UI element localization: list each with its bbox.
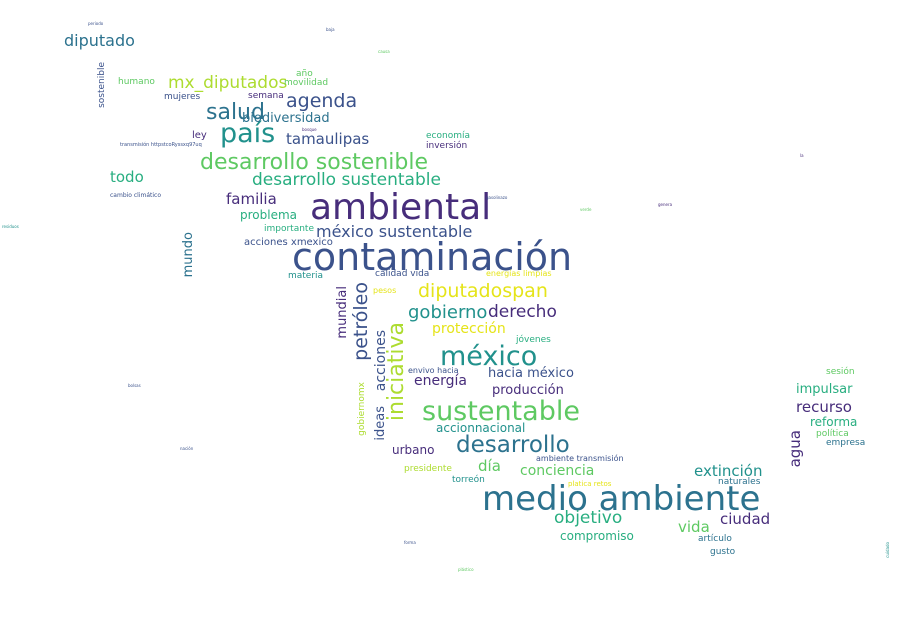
- word: cambio climático: [110, 192, 162, 199]
- word: ambiente transmisión: [536, 454, 624, 463]
- word: año: [296, 69, 313, 79]
- word: importante: [264, 224, 315, 234]
- word: ideas: [373, 406, 388, 441]
- word: protección: [432, 321, 506, 337]
- word: forma: [404, 540, 416, 545]
- word: causa: [378, 49, 390, 54]
- word: presidente: [404, 464, 452, 474]
- word: ley: [192, 130, 207, 141]
- word: bolsas: [128, 383, 141, 388]
- word: transmisión httpstcoRyssxq97uq: [120, 142, 202, 148]
- word: recurso: [796, 398, 852, 416]
- word: hacia méxico: [488, 366, 574, 381]
- word: objetivo: [554, 508, 623, 528]
- word: acciones: [373, 330, 389, 392]
- word: tamaulipas: [286, 130, 370, 148]
- word: naturales: [718, 477, 761, 487]
- word: semana: [248, 91, 284, 101]
- word: todo: [110, 168, 144, 186]
- word: agua: [786, 430, 804, 468]
- word: artículo: [698, 534, 732, 544]
- word: desarrollo sustentable: [252, 170, 441, 190]
- word: accionnacional: [436, 421, 526, 435]
- word: familia: [226, 190, 277, 208]
- word: acciones xmexico: [244, 237, 333, 248]
- word: ambiental: [310, 187, 492, 228]
- word: gobiernomx: [357, 382, 367, 436]
- word: méxico sustentable: [316, 222, 473, 241]
- word: baja: [326, 27, 335, 32]
- word: día: [478, 457, 501, 475]
- word: compromiso: [560, 529, 634, 543]
- word: sesión: [826, 367, 855, 377]
- word: medio ambiente: [482, 479, 761, 519]
- word: diputadospan: [418, 280, 548, 302]
- word: vida: [678, 518, 710, 536]
- word: gobierno: [408, 302, 488, 323]
- word: extinción: [694, 462, 763, 480]
- word: genera: [658, 202, 673, 207]
- word: país: [220, 118, 276, 149]
- word: conciencia: [520, 463, 595, 479]
- word: agenda: [286, 90, 358, 112]
- word: residuos: [2, 224, 19, 229]
- word: reforma: [810, 415, 858, 429]
- word: derecho: [488, 302, 557, 322]
- word: biodiversidad: [242, 111, 330, 126]
- word: bosque: [302, 127, 317, 132]
- word: mundial: [335, 286, 350, 339]
- word: la: [800, 153, 804, 158]
- word: energías limpias: [486, 269, 552, 278]
- word: periodo: [88, 21, 104, 26]
- word: problema: [240, 208, 298, 222]
- word: ciudad: [720, 510, 771, 528]
- word: producción: [492, 383, 564, 398]
- word: méxico: [440, 341, 538, 372]
- word: energía: [414, 373, 467, 389]
- word: mujeres: [164, 92, 201, 102]
- word: pesos: [373, 286, 397, 295]
- word: urbano: [392, 443, 435, 457]
- word: movilidad: [284, 78, 329, 88]
- word: mundo: [181, 232, 196, 278]
- word: sostenible: [97, 62, 107, 108]
- word: nación: [180, 446, 194, 451]
- word: humano: [118, 77, 155, 87]
- word: calidad vida: [375, 269, 430, 279]
- word: gasolinazo: [486, 195, 508, 200]
- word: sustentable: [422, 396, 580, 427]
- word: desarrollo sostenible: [200, 150, 429, 175]
- word: platica retos: [568, 480, 612, 488]
- word: plástico: [458, 567, 474, 572]
- word: contaminación: [292, 235, 573, 279]
- word: política: [816, 429, 849, 439]
- word: economía: [426, 131, 470, 141]
- word: petróleo: [350, 282, 372, 361]
- word: jóvenes: [516, 335, 551, 345]
- word: diputado: [64, 31, 135, 50]
- word: desarrollo: [456, 432, 570, 458]
- word: torreón: [452, 475, 485, 485]
- word: salud: [206, 100, 265, 125]
- word: mx_diputados: [168, 73, 288, 93]
- word: impulsar: [796, 382, 853, 397]
- word: envivo hacia: [408, 366, 459, 375]
- word: verde: [580, 207, 592, 212]
- word: cuidado: [885, 542, 890, 558]
- word: inversión: [426, 141, 468, 151]
- word: materia: [288, 271, 324, 281]
- word: empresa: [826, 438, 866, 448]
- word: iniciativa: [384, 322, 409, 422]
- word: gusto: [710, 547, 736, 557]
